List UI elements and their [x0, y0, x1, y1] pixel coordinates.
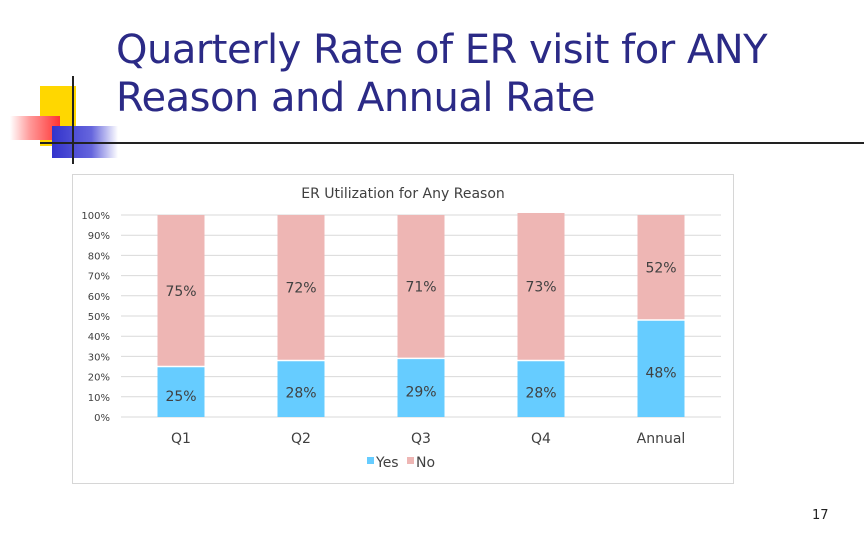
data-labels: 25% 75% 28% 72% 29% 71% 28% 73% 48% 52% [165, 261, 676, 405]
slide-title: Quarterly Rate of ER visit for ANY Reaso… [116, 27, 768, 121]
y-tick-label: 40% [88, 332, 110, 343]
data-label-yes-q2: 28% [285, 386, 316, 402]
data-label-no-annual: 52% [645, 261, 676, 277]
data-label-no-q3: 71% [405, 280, 436, 296]
y-tick-label: 10% [88, 393, 110, 404]
data-label-yes-q3: 29% [405, 385, 436, 401]
page-number: 17 [812, 508, 829, 523]
legend: Yes No [367, 455, 435, 471]
data-label-yes-annual: 48% [645, 366, 676, 382]
y-tick-label: 80% [88, 251, 110, 262]
data-label-yes-q1: 25% [165, 389, 196, 405]
category-label-q2: Q2 [291, 431, 311, 447]
legend-swatch-no [407, 457, 414, 464]
bar-yes-q1 [157, 366, 205, 417]
bar-no-q4 [517, 212, 565, 361]
y-tick-label: 20% [88, 373, 110, 384]
chart-area: ER Utilization for Any Reason 0% 10% 20% 30… [72, 174, 734, 484]
category-label-q4: Q4 [531, 431, 551, 447]
bar-no-q3 [397, 215, 445, 359]
data-label-no-q2: 72% [285, 281, 316, 297]
legend-label-yes: Yes [375, 455, 399, 471]
chart-title: ER Utilization for Any Reason [301, 186, 505, 202]
bar-yes-q2 [277, 360, 325, 417]
bar-yes-q4 [517, 360, 565, 417]
y-tick-label: 30% [88, 352, 110, 363]
data-label-no-q4: 73% [525, 280, 556, 296]
data-label-no-q1: 75% [165, 284, 196, 300]
y-tick-label: 90% [88, 231, 110, 242]
decor-red-bar [10, 116, 60, 140]
y-tick-label: 100% [81, 211, 110, 222]
category-label-q1: Q1 [171, 431, 191, 447]
bar-no-annual [637, 215, 685, 321]
y-tick-label: 60% [88, 292, 110, 303]
bar-no-q1 [157, 215, 205, 367]
category-label-q3: Q3 [411, 431, 431, 447]
y-tick-label: 50% [88, 312, 110, 323]
legend-swatch-yes [367, 457, 374, 464]
stacked-bar-chart: ER Utilization for Any Reason 0% 10% 20% 30… [81, 186, 721, 471]
decor-horizontal-line [40, 142, 864, 144]
y-axis-ticks: 0% 10% 20% 30% 40% 50% 60% 70% 80% 90% 100% [81, 211, 110, 424]
data-label-yes-q4: 28% [525, 386, 556, 402]
bar-yes-annual [637, 320, 685, 417]
legend-label-no: No [416, 455, 435, 471]
bars [157, 212, 685, 417]
category-label-annual: Annual [637, 431, 686, 447]
decor-vertical-line [72, 76, 74, 164]
bar-no-q2 [277, 215, 325, 361]
y-tick-label: 70% [88, 272, 110, 283]
y-tick-label: 0% [94, 413, 110, 424]
bar-yes-q3 [397, 358, 445, 417]
x-axis-categories: Q1 Q2 Q3 Q4 Annual [171, 431, 685, 447]
title-decoration [0, 70, 864, 170]
